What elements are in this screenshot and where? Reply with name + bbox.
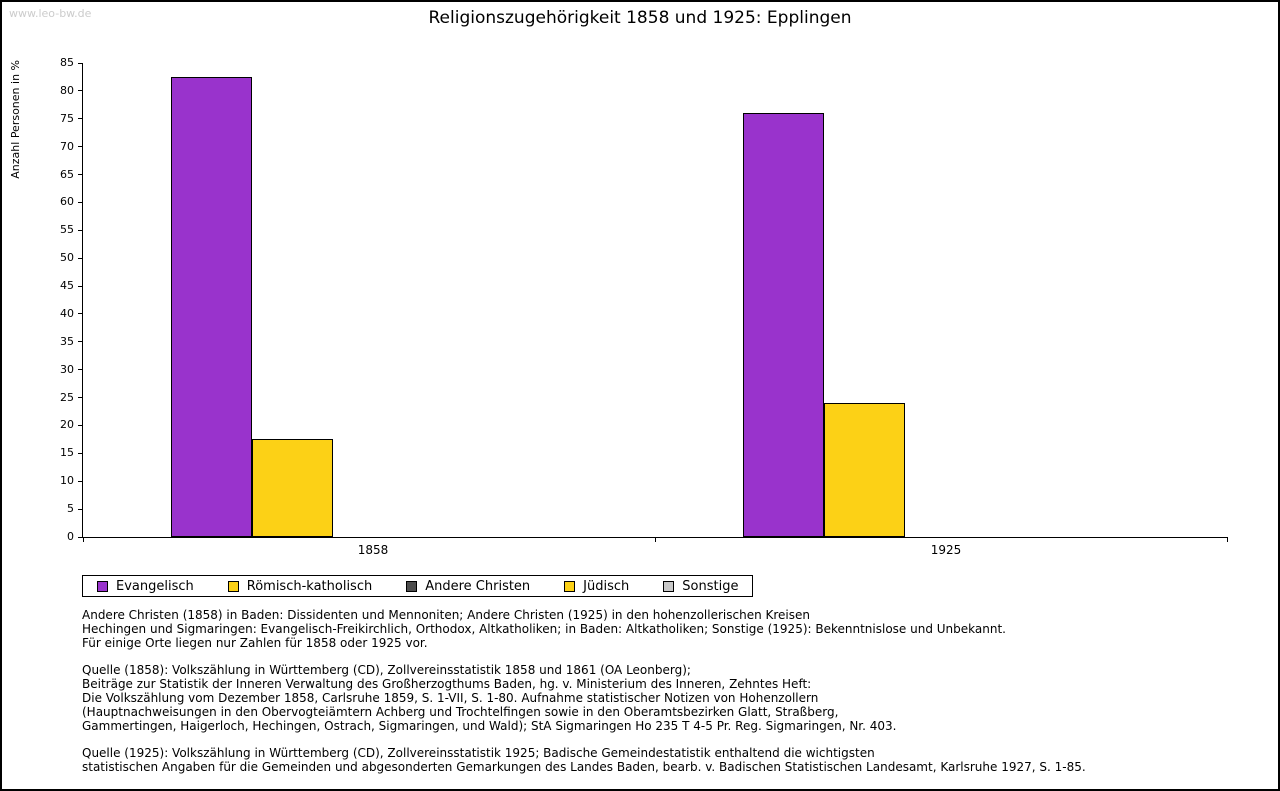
y-tick-mark xyxy=(78,397,83,399)
legend-label-r-misch-katholisch: Römisch-katholisch xyxy=(246,578,373,594)
legend-swatch-j-disch xyxy=(564,580,576,592)
bar-1858-r-misch-katholisch xyxy=(251,439,333,537)
y-tick-mark xyxy=(78,285,83,287)
y-tick-label: 85 xyxy=(60,56,74,69)
legend-item-evangelisch: Evangelisch xyxy=(97,579,194,594)
bar-1925-evangelisch xyxy=(743,113,825,537)
legend-item-sonstige: Sonstige xyxy=(663,579,738,594)
y-tick-label: 0 xyxy=(67,530,74,543)
page-title: Religionszugehörigkeit 1858 und 1925: Ep… xyxy=(428,8,852,28)
y-tick-label: 50 xyxy=(60,251,74,265)
legend-item-j-disch: Jüdisch xyxy=(564,579,629,594)
bar-1925-r-misch-katholisch xyxy=(824,403,906,537)
legend-label-sonstige: Sonstige xyxy=(682,578,739,594)
y-tick-label: 70 xyxy=(60,139,74,153)
footnotes: Andere Christen (1858) in Baden: Disside… xyxy=(82,608,1222,787)
y-tick-label: 35 xyxy=(60,334,74,348)
y-tick-mark xyxy=(78,452,83,454)
y-tick-label: 5 xyxy=(67,502,74,516)
x-axis-label-1925: 1925 xyxy=(930,543,962,557)
y-tick-mark xyxy=(78,174,83,176)
legend-swatch-r-misch-katholisch xyxy=(227,580,239,592)
x-tick-mark xyxy=(82,537,84,542)
y-tick-mark xyxy=(78,201,83,203)
legend-label-evangelisch: Evangelisch xyxy=(116,578,194,594)
footnote-source-1925: Quelle (1925): Volkszählung in Württembe… xyxy=(82,746,1086,774)
legend: Evangelisch Römisch-katholisch Andere Chri… xyxy=(82,575,754,597)
y-tick-label: 45 xyxy=(60,279,74,293)
y-tick-label: 30 xyxy=(60,362,74,376)
y-tick-label: 55 xyxy=(60,223,74,237)
y-tick-mark xyxy=(78,118,83,120)
legend-swatch-evangelisch xyxy=(97,580,108,592)
y-tick-label: 80 xyxy=(60,83,74,97)
y-tick-label: 10 xyxy=(60,474,74,488)
y-tick-label: 20 xyxy=(60,418,74,432)
y-tick-mark xyxy=(78,229,83,231)
y-tick-mark xyxy=(78,257,83,259)
y-tick-label: 25 xyxy=(60,390,74,404)
footnote-categories: Andere Christen (1858) in Baden: Disside… xyxy=(82,608,1006,650)
legend-swatch-andere-christen xyxy=(406,580,418,592)
legend-swatch-sonstige xyxy=(663,580,675,592)
legend-label-j-disch: Jüdisch xyxy=(583,578,630,594)
y-tick-label: 75 xyxy=(60,111,74,125)
y-tick-mark xyxy=(78,369,83,371)
y-tick-mark xyxy=(78,480,83,482)
legend-label-andere-christen: Andere Christen xyxy=(425,578,531,594)
legend-item-andere-christen: Andere Christen xyxy=(406,579,530,594)
y-tick-label: 40 xyxy=(60,306,74,320)
plot-area: 0 5 10 15 20 25 30 35 40 45 50 55 60 65 70 75 80 85 1858 1… xyxy=(60,57,1228,557)
y-tick-mark xyxy=(78,341,83,343)
y-tick-label: 15 xyxy=(60,446,74,460)
y-tick-mark xyxy=(78,313,83,315)
y-tick-label: 65 xyxy=(60,167,74,181)
y-tick-mark xyxy=(78,62,83,64)
y-axis-label: Anzahl Personen in % xyxy=(9,60,22,179)
y-tick-label: 60 xyxy=(60,195,74,209)
legend-item-r-misch-katholisch: Römisch-katholisch xyxy=(227,578,373,594)
y-tick-mark xyxy=(78,536,83,538)
footnote-source-1858: Quelle (1858): Volkszählung in Württembe… xyxy=(82,663,897,733)
x-tick-mark xyxy=(1226,537,1228,542)
bar-1858-evangelisch xyxy=(170,76,252,537)
y-tick-mark xyxy=(78,90,83,92)
y-tick-mark xyxy=(78,424,83,426)
x-axis-label-1858: 1858 xyxy=(357,543,389,557)
y-tick-mark xyxy=(78,146,83,148)
x-tick-mark xyxy=(654,537,656,542)
watermark: www.leo-bw.de xyxy=(9,7,92,20)
y-tick-mark xyxy=(78,508,83,510)
